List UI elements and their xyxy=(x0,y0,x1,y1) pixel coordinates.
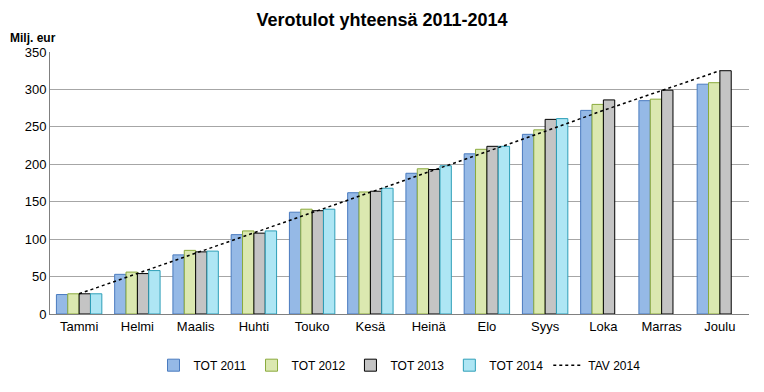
svg-text:TOT 2014: TOT 2014 xyxy=(489,359,543,373)
svg-text:0: 0 xyxy=(39,307,46,322)
svg-text:TOT 2012: TOT 2012 xyxy=(292,359,346,373)
svg-text:TOT 2013: TOT 2013 xyxy=(390,359,444,373)
svg-text:Touko: Touko xyxy=(295,319,330,334)
svg-text:Joulu: Joulu xyxy=(704,319,735,334)
svg-text:Verotulot yhteensä 2011-2014: Verotulot yhteensä 2011-2014 xyxy=(256,10,507,30)
svg-text:Milj. eur: Milj. eur xyxy=(10,31,56,45)
svg-text:Syys: Syys xyxy=(531,319,560,334)
svg-text:Helmi: Helmi xyxy=(121,319,154,334)
svg-text:Maalis: Maalis xyxy=(177,319,215,334)
svg-text:Elo: Elo xyxy=(477,319,496,334)
svg-text:100: 100 xyxy=(25,232,47,247)
svg-text:50: 50 xyxy=(32,269,46,284)
svg-text:Marras: Marras xyxy=(641,319,682,334)
svg-text:300: 300 xyxy=(25,82,47,97)
svg-text:Loka: Loka xyxy=(589,319,618,334)
svg-text:TAV 2014: TAV 2014 xyxy=(588,359,640,373)
svg-text:200: 200 xyxy=(25,157,47,172)
svg-text:Tammi: Tammi xyxy=(60,319,98,334)
svg-text:250: 250 xyxy=(25,119,47,134)
svg-text:Huhti: Huhti xyxy=(239,319,269,334)
svg-text:TOT 2011: TOT 2011 xyxy=(194,359,247,373)
svg-text:Kesä: Kesä xyxy=(356,319,386,334)
svg-text:350: 350 xyxy=(25,45,47,60)
svg-text:150: 150 xyxy=(25,194,47,209)
svg-text:Heinä: Heinä xyxy=(412,319,447,334)
